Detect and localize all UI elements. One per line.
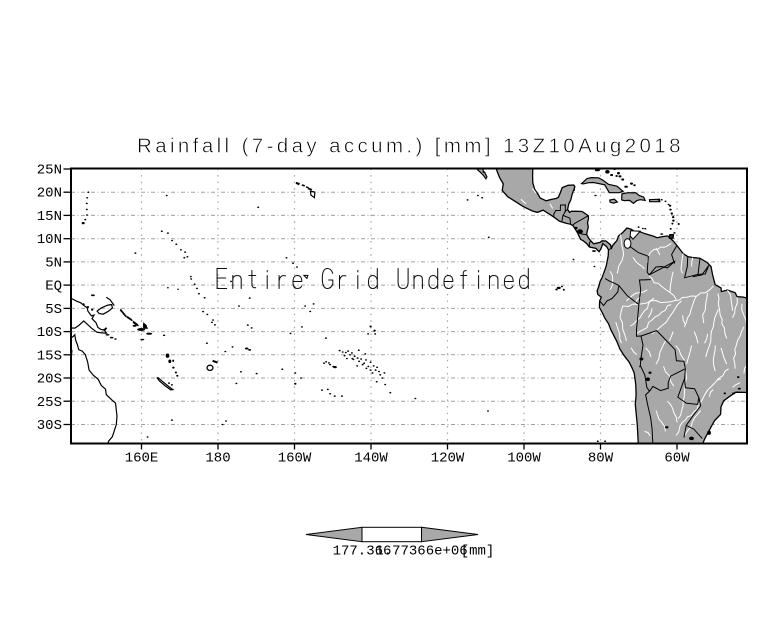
svg-text:140W: 140W: [354, 451, 388, 467]
svg-text:25N: 25N: [37, 163, 62, 179]
svg-text:EQ: EQ: [45, 279, 62, 295]
svg-text:180: 180: [205, 451, 230, 467]
svg-text:60W: 60W: [664, 451, 690, 467]
svg-text:15S: 15S: [37, 348, 62, 364]
svg-text:160E: 160E: [125, 451, 159, 467]
svg-text:[mm]: [mm]: [461, 544, 495, 560]
svg-text:25S: 25S: [37, 395, 62, 411]
svg-text:1.77366e+06: 1.77366e+06: [375, 544, 467, 560]
svg-text:10N: 10N: [37, 232, 62, 248]
svg-text:100W: 100W: [507, 451, 541, 467]
svg-text:10S: 10S: [37, 325, 62, 341]
svg-text:20S: 20S: [37, 372, 62, 388]
svg-text:20N: 20N: [37, 186, 62, 202]
svg-text:160W: 160W: [278, 451, 312, 467]
svg-text:15N: 15N: [37, 209, 62, 225]
svg-text:80W: 80W: [588, 451, 614, 467]
svg-text:5N: 5N: [45, 255, 62, 271]
svg-text:177.366: 177.366: [333, 544, 392, 560]
svg-text:120W: 120W: [431, 451, 465, 467]
svg-text:Rainfall (7-day accum.) [mm] 1: Rainfall (7-day accum.) [mm] 13Z10Aug201…: [137, 135, 681, 158]
svg-text:30S: 30S: [37, 418, 62, 434]
svg-text:5S: 5S: [45, 302, 62, 318]
